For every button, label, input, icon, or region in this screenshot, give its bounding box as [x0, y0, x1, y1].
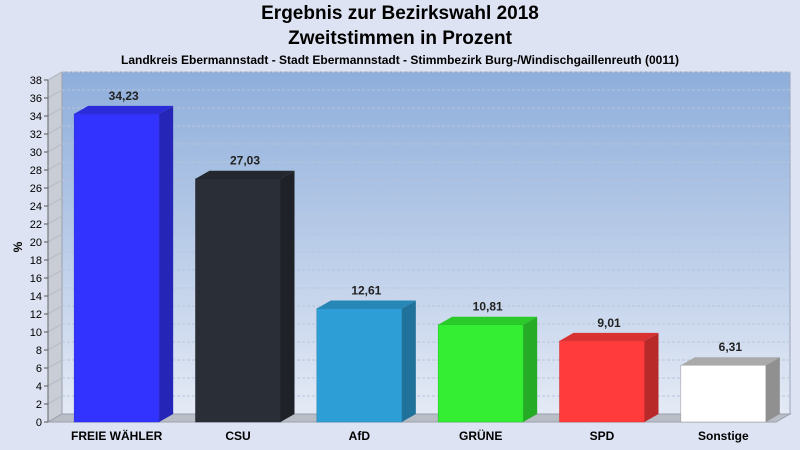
x-tick-label: GRÜNE — [459, 428, 502, 443]
grid-line-side — [47, 359, 63, 369]
y-tick-label: 22 — [30, 219, 42, 231]
data-label: 9,01 — [597, 316, 621, 330]
bar-side — [159, 105, 174, 423]
bar-side — [644, 332, 659, 422]
bar-grüne — [437, 316, 538, 423]
y-tick-label: 8 — [36, 345, 42, 357]
bar-front — [559, 340, 645, 423]
x-tick-label: AfD — [349, 429, 371, 443]
y-tick-label: 10 — [30, 327, 42, 339]
bar-side — [401, 300, 416, 422]
bar-freie-wähler — [73, 105, 174, 423]
y-tick-label: 24 — [30, 201, 42, 213]
bar-top — [74, 105, 174, 114]
grid-line-side — [47, 107, 63, 117]
y-tick-label: 2 — [36, 399, 42, 411]
grid-line-side — [47, 287, 63, 297]
data-label: 12,61 — [351, 284, 381, 298]
data-label: 27,03 — [230, 154, 260, 168]
bar-top — [316, 300, 416, 309]
y-axis-label: % — [11, 241, 25, 252]
bar-top — [438, 316, 538, 325]
y-tick-label: 12 — [30, 309, 42, 321]
grid-line-side — [47, 341, 63, 351]
bar-side — [280, 170, 295, 422]
bar-spd — [559, 332, 659, 423]
grid-line-side — [47, 179, 63, 189]
y-tick-label: 30 — [30, 147, 42, 159]
bar-front — [680, 364, 767, 423]
y-tick-label: 6 — [36, 363, 42, 375]
grid-line-side — [47, 71, 63, 81]
bar-side — [765, 357, 780, 422]
bar-sonstige — [680, 357, 780, 423]
y-tick-label: 20 — [30, 237, 42, 249]
x-tick-label: Sonstige — [698, 429, 749, 443]
plot-background — [61, 71, 791, 415]
y-tick-label: 0 — [36, 417, 42, 429]
bar-top — [559, 332, 659, 341]
x-tick-label: FREIE WÄHLER — [71, 428, 163, 443]
chart-location: Landkreis Ebermannstadt - Stadt Ebermann… — [121, 53, 679, 67]
bar-top — [680, 357, 780, 366]
y-tick-label: 36 — [30, 93, 42, 105]
data-label: 10,81 — [473, 300, 503, 314]
grid-line-side — [47, 125, 63, 135]
y-tick-label: 32 — [30, 129, 42, 141]
y-tick-label: 18 — [30, 255, 42, 267]
bar-top — [195, 170, 295, 179]
data-label: 34,23 — [109, 89, 139, 103]
grid-line-side — [47, 377, 63, 387]
y-tick-label: 34 — [30, 111, 42, 123]
grid-line-side — [47, 251, 63, 261]
y-tick-label: 28 — [30, 165, 42, 177]
grid-line-side — [47, 305, 63, 315]
bar-front — [316, 308, 403, 423]
grid-line-side — [47, 233, 63, 243]
chart-title: Ergebnis zur Bezirkswahl 2018 — [261, 3, 539, 24]
y-tick-label: 26 — [30, 183, 42, 195]
bar-front — [437, 324, 524, 423]
bars: 34,23 FREIE WÄHLER 27,03 CSU 12,61 AfD 10,81 GR… — [71, 89, 780, 443]
data-label: 6,31 — [719, 340, 743, 354]
bar-front — [73, 113, 160, 423]
bar-front — [195, 178, 281, 423]
grid-line-side — [47, 161, 63, 171]
bar-afd — [316, 300, 416, 423]
grid-line-side — [47, 197, 63, 207]
plot-side-wall — [47, 71, 63, 423]
chart-subtitle: Zweitstimmen in Prozent — [288, 28, 512, 49]
grid-line-side — [47, 323, 63, 333]
y-tick-label: 14 — [30, 291, 42, 303]
grid-line-side — [47, 143, 63, 153]
grid-line-side — [47, 395, 63, 405]
grid-line-side — [47, 89, 63, 99]
x-tick-label: SPD — [590, 429, 615, 443]
grid-line-side — [47, 269, 63, 279]
x-tick-label: CSU — [225, 429, 250, 443]
bar-csu — [195, 170, 295, 423]
y-tick-label: 38 — [30, 75, 42, 87]
bar-side — [523, 316, 538, 422]
y-tick-label: 16 — [30, 273, 42, 285]
grid-line-side — [47, 215, 63, 225]
y-tick-label: 4 — [36, 381, 42, 393]
